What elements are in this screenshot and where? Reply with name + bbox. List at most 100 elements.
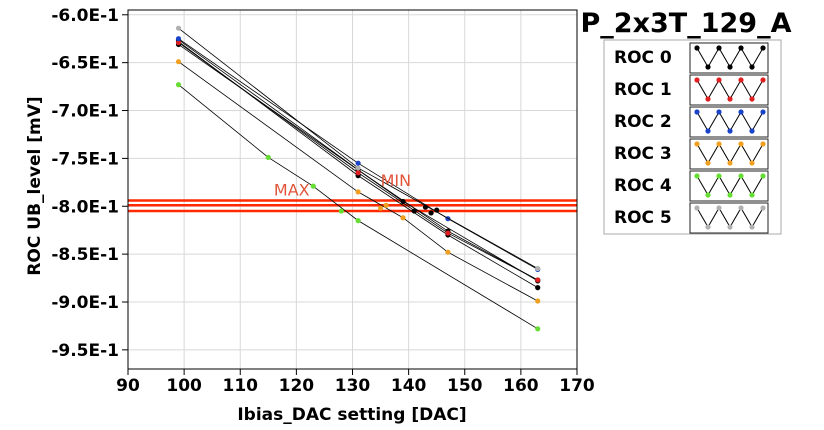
legend-label: ROC 0 (614, 48, 672, 68)
data-point (355, 170, 361, 176)
legend-swatch-marker (760, 173, 766, 179)
legend-swatch-marker (705, 192, 711, 198)
series-line (178, 38, 538, 270)
legend-label: ROC 2 (614, 112, 672, 132)
data-point (411, 208, 417, 214)
legend-swatch-marker (727, 96, 733, 102)
series-roc-1 (175, 39, 541, 283)
series-group (175, 25, 541, 332)
legend-swatch-marker (749, 192, 755, 198)
data-point (355, 165, 361, 171)
x-tick-label: 170 (559, 376, 595, 396)
axis-ticks: 90 100 110 120 130 140 150 160 170 -6.0E-1 -6.5E-1… (51, 6, 595, 396)
legend-label: ROC 3 (614, 144, 672, 164)
legend-swatch-marker (716, 77, 722, 83)
x-tick-label: 100 (166, 376, 202, 396)
legend-item-roc-4: ROC 4 (614, 170, 769, 202)
y-tick-label: -6.5E-1 (51, 54, 119, 74)
legend-swatch-marker (727, 128, 733, 134)
x-tick-label: 140 (391, 376, 427, 396)
threshold-lines (128, 199, 577, 213)
legend-swatch-marker (694, 77, 700, 83)
legend-item-roc-0: ROC 0 (614, 42, 769, 74)
legend-swatch-marker (716, 45, 722, 51)
chart-title: P_2x3T_129_A (581, 8, 792, 39)
x-tick-label: 130 (335, 376, 371, 396)
legend-swatch-marker (694, 173, 700, 179)
legend-items: ROC 0 ROC 1 ROC 2 ROC 3 ROC 4 ROC 5 (614, 42, 769, 234)
data-point (400, 198, 406, 205)
data-point (535, 277, 541, 283)
legend-swatch-marker (738, 45, 744, 51)
data-point (434, 207, 440, 213)
y-tick-label: -7.0E-1 (51, 102, 119, 122)
x-tick-label: 160 (503, 376, 539, 396)
y-axis-title: ROC UB_level [mV] (25, 96, 45, 275)
data-point (338, 208, 344, 214)
data-point (265, 154, 271, 161)
data-point (355, 160, 361, 166)
legend-swatch-marker (749, 160, 755, 166)
data-point (535, 326, 541, 332)
data-point (175, 59, 182, 65)
legend-label: ROC 5 (614, 208, 672, 228)
legend-item-roc-2: ROC 2 (614, 106, 769, 138)
legend-swatch-marker (727, 192, 733, 198)
x-tick-label: 90 (116, 376, 140, 396)
legend-swatch-marker (749, 96, 755, 102)
legend-swatch-marker (716, 173, 722, 179)
data-point (175, 36, 182, 42)
series-roc-3 (175, 59, 541, 304)
legend-swatch-marker (727, 224, 733, 230)
data-point (355, 218, 361, 224)
legend-swatch-marker (705, 128, 711, 134)
y-tick-label: -8.0E-1 (51, 197, 119, 217)
y-tick-label: -7.5E-1 (51, 149, 119, 169)
data-point (422, 204, 429, 210)
data-point (355, 189, 361, 195)
legend-swatch-marker (749, 128, 755, 134)
x-tick-label: 150 (447, 376, 483, 396)
data-point (428, 210, 434, 216)
max-annotation: MAX (274, 181, 310, 200)
data-point (445, 249, 451, 255)
legend-label: ROC 4 (614, 176, 672, 196)
legend-swatch-marker (705, 224, 711, 230)
legend-item-roc-5: ROC 5 (614, 202, 769, 234)
x-tick-label: 120 (279, 376, 315, 396)
legend-swatch-marker (705, 160, 711, 166)
legend-swatch-marker (738, 109, 744, 115)
data-point (175, 25, 182, 31)
legend-swatch-marker (749, 224, 755, 230)
legend: ROC 0 ROC 1 ROC 2 ROC 3 ROC 4 ROC 5 (603, 39, 782, 235)
legend-swatch-marker (738, 77, 744, 83)
legend-swatch-marker (760, 45, 766, 51)
series-roc-4 (175, 82, 541, 332)
legend-swatch-marker (738, 141, 744, 147)
series-line (178, 42, 538, 281)
series-line (178, 41, 538, 288)
legend-label: ROC 1 (614, 80, 672, 100)
legend-item-roc-1: ROC 1 (614, 74, 769, 106)
min-annotation: MIN (381, 171, 412, 190)
legend-swatch-marker (760, 205, 766, 211)
legend-swatch-marker (694, 109, 700, 115)
y-tick-label: -9.5E-1 (51, 341, 119, 361)
legend-swatch-marker (760, 77, 766, 83)
data-point (535, 265, 541, 272)
legend-swatch-marker (694, 141, 700, 147)
legend-swatch-marker (760, 141, 766, 147)
legend-swatch-marker (749, 64, 755, 70)
y-tick-label: -9.0E-1 (51, 293, 119, 313)
legend-swatch-marker (727, 160, 733, 166)
data-point (175, 39, 182, 46)
legend-swatch-marker (760, 109, 766, 115)
legend-swatch-marker (694, 205, 700, 211)
data-point (535, 285, 541, 291)
data-point (175, 82, 182, 88)
legend-swatch-marker (738, 205, 744, 211)
series-roc-5 (175, 25, 541, 272)
y-tick-label: -8.5E-1 (51, 245, 119, 265)
legend-swatch-marker (694, 45, 700, 51)
